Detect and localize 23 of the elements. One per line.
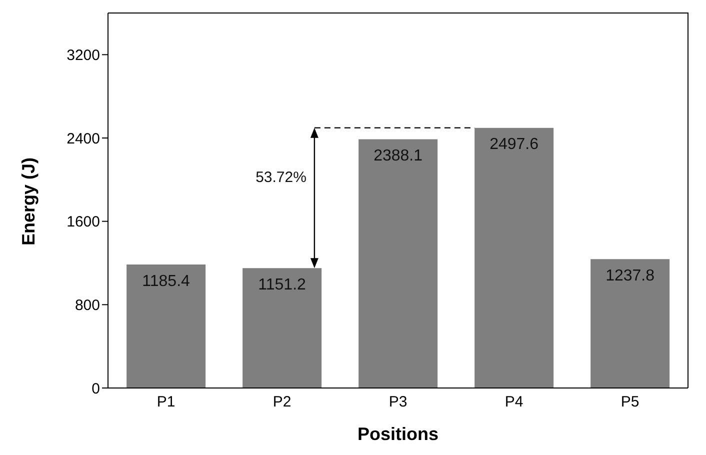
x-tick-label: P5	[620, 394, 640, 411]
x-tick-label: P1	[156, 394, 176, 411]
bar	[474, 128, 554, 388]
bar	[590, 259, 670, 388]
y-tick-label: 0	[92, 380, 100, 398]
bar	[126, 264, 206, 388]
x-tick-label: P3	[388, 394, 408, 411]
x-tick-label: P2	[272, 394, 292, 411]
y-tick-label: 800	[74, 296, 100, 314]
x-tick-label: P4	[504, 394, 524, 411]
data-label: 2497.6	[490, 136, 539, 154]
bar	[358, 139, 438, 388]
y-axis-title: Energy (J)	[18, 157, 38, 246]
data-label: 1237.8	[606, 267, 655, 284]
data-label: 2388.1	[374, 148, 423, 165]
data-label: 1185.4	[142, 272, 190, 290]
annotation: 53.72%	[256, 168, 306, 186]
x-axis-title: Positions	[357, 424, 439, 444]
y-tick-label: 1600	[66, 214, 100, 231]
bar	[242, 268, 322, 388]
data-label: 1151.2	[258, 276, 306, 294]
y-tick-label: 3200	[66, 46, 100, 64]
y-tick-label: 2400	[66, 130, 100, 148]
